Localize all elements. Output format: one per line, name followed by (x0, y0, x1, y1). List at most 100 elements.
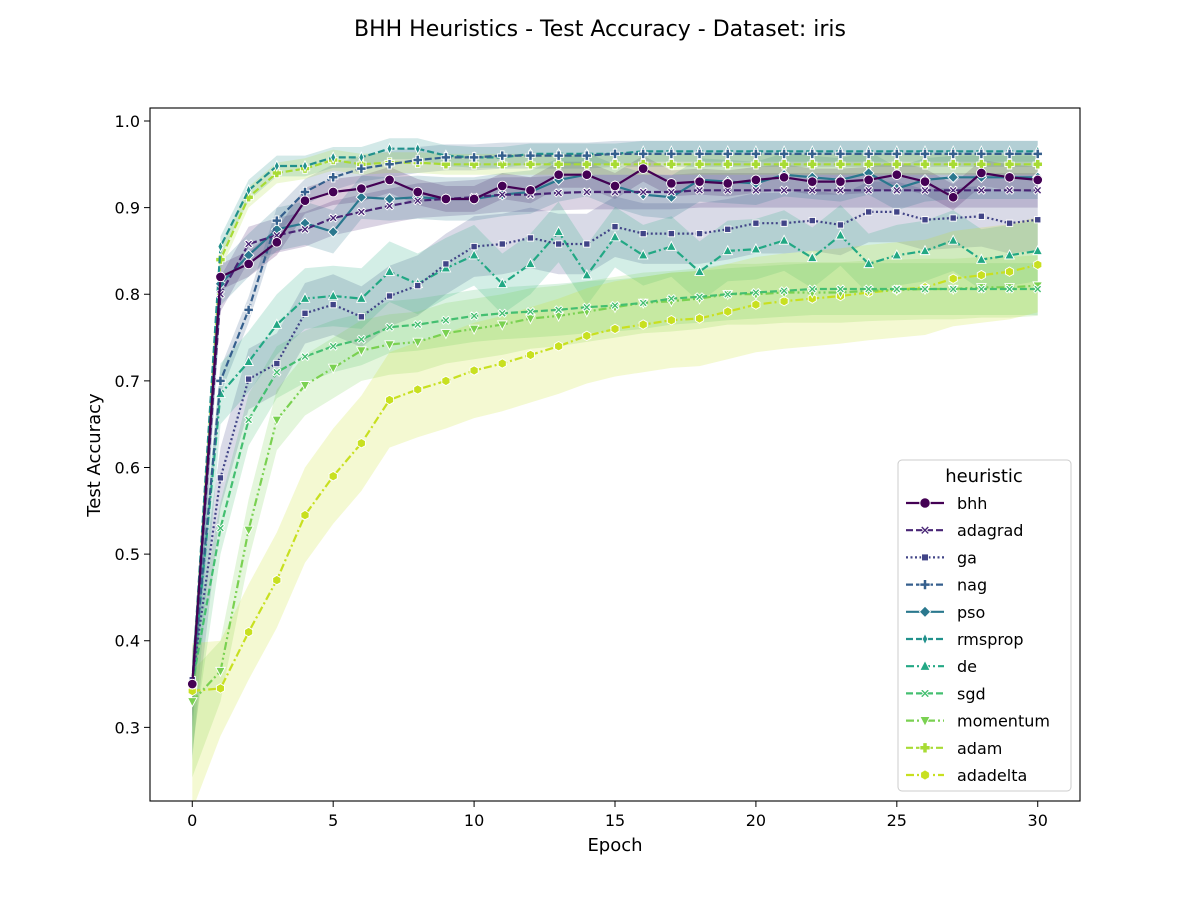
legend-item-rmsprop: rmsprop (906, 630, 1024, 649)
point-bhh-28 (976, 167, 987, 179)
point-sgd-29 (1004, 284, 1015, 294)
legend-marker-pso (918, 605, 932, 619)
point-bhh-5 (327, 186, 339, 198)
legend-label-rmsprop: rmsprop (957, 630, 1024, 649)
point-de-26 (919, 244, 931, 256)
point-nag-10 (468, 152, 480, 163)
legend-marker-rmsprop (921, 632, 929, 646)
point-bhh-20 (750, 174, 762, 186)
point-de-30 (1032, 244, 1044, 256)
point-de-24 (863, 257, 875, 269)
point-pso-27 (947, 171, 960, 184)
point-bhh-18 (694, 176, 705, 187)
point-adagrad-6 (356, 207, 366, 217)
point-momentum-1 (215, 666, 226, 678)
point-adagrad-16 (638, 187, 648, 197)
point-adagrad-25 (892, 185, 902, 195)
point-ga-1 (216, 474, 225, 482)
series-nag (187, 148, 1043, 690)
point-ga-21 (780, 219, 788, 227)
point-bhh-9 (440, 193, 452, 205)
point-sgd-16 (638, 298, 648, 308)
point-adadelta-16 (638, 319, 648, 330)
point-momentum-0 (186, 697, 198, 708)
y-tick-label-0.7: 0.7 (115, 372, 140, 391)
legend-label-sgd: sgd (957, 684, 986, 703)
band-momentum (192, 255, 1038, 778)
x-tick-label-25: 25 (887, 811, 907, 830)
point-adam-18 (694, 159, 705, 170)
point-adam-17 (666, 159, 677, 170)
point-adadelta-28 (976, 269, 986, 281)
point-de-16 (637, 249, 649, 260)
point-bhh-26 (919, 176, 931, 187)
point-ga-22 (808, 217, 816, 225)
band-pso (192, 151, 1038, 739)
point-momentum-10 (468, 324, 480, 336)
point-de-11 (496, 277, 508, 288)
point-ga-28 (977, 212, 985, 220)
point-ga-30 (1034, 216, 1042, 224)
point-ga-15 (611, 223, 619, 231)
point-momentum-12 (525, 314, 536, 325)
point-nag-24 (863, 148, 874, 160)
point-bhh-15 (609, 180, 621, 192)
y-tick-label-1: 1.0 (115, 112, 140, 131)
legend-item-sgd: sgd (906, 684, 986, 703)
point-bhh-4 (299, 195, 311, 206)
point-adagrad-14 (582, 187, 592, 197)
point-nag-6 (356, 163, 367, 174)
legend-marker-momentum (919, 716, 931, 728)
point-ga-3 (273, 359, 281, 368)
point-adam-12 (525, 159, 536, 170)
point-ga-24 (865, 208, 873, 216)
point-adagrad-2 (244, 239, 254, 249)
point-adadelta-1 (215, 683, 225, 694)
point-de-15 (609, 230, 621, 242)
point-nag-26 (919, 148, 931, 160)
point-ga-18 (695, 230, 704, 238)
point-adadelta-18 (695, 313, 705, 324)
legend-item-adam: adam (906, 739, 1002, 758)
point-de-10 (468, 249, 480, 260)
point-adadelta-14 (582, 330, 592, 342)
point-adadelta-4 (300, 509, 310, 521)
point-de-18 (694, 265, 705, 276)
legend-box (897, 459, 1072, 792)
point-adadelta-11 (497, 358, 507, 369)
point-nag-11 (497, 150, 508, 161)
point-de-7 (384, 265, 395, 276)
point-ga-4 (301, 309, 309, 317)
point-bhh-10 (468, 193, 480, 205)
point-adam-29 (1004, 159, 1015, 170)
point-sgd-28 (976, 284, 986, 294)
point-adadelta-20 (751, 299, 761, 310)
point-ga-20 (752, 219, 760, 227)
x-tick-label-5: 5 (328, 811, 338, 830)
point-adagrad-4 (300, 224, 310, 234)
point-adam-13 (553, 159, 564, 170)
point-adadelta-8 (413, 384, 423, 395)
x-tick-label-15: 15 (605, 811, 625, 830)
point-de-20 (750, 243, 762, 254)
chart-title: BHH Heuristics - Test Accuracy - Dataset… (354, 17, 846, 42)
point-adadelta-21 (779, 295, 789, 307)
point-nag-8 (412, 154, 423, 166)
point-bhh-19 (722, 178, 733, 189)
point-bhh-3 (271, 237, 283, 248)
point-de-27 (947, 234, 959, 245)
point-bhh-1 (215, 271, 226, 283)
y-tick-label-0.3: 0.3 (115, 718, 140, 737)
point-bhh-23 (835, 176, 846, 187)
legend-label-adam: adam (957, 739, 1002, 758)
point-ga-9 (442, 260, 450, 268)
point-ga-7 (385, 292, 394, 300)
point-adam-15 (609, 159, 621, 170)
point-sgd-25 (892, 284, 902, 294)
legend-item-nag: nag (906, 576, 987, 595)
point-sgd-18 (694, 292, 705, 302)
point-ga-5 (329, 301, 337, 309)
point-nag-23 (835, 148, 846, 160)
point-de-25 (891, 249, 903, 260)
